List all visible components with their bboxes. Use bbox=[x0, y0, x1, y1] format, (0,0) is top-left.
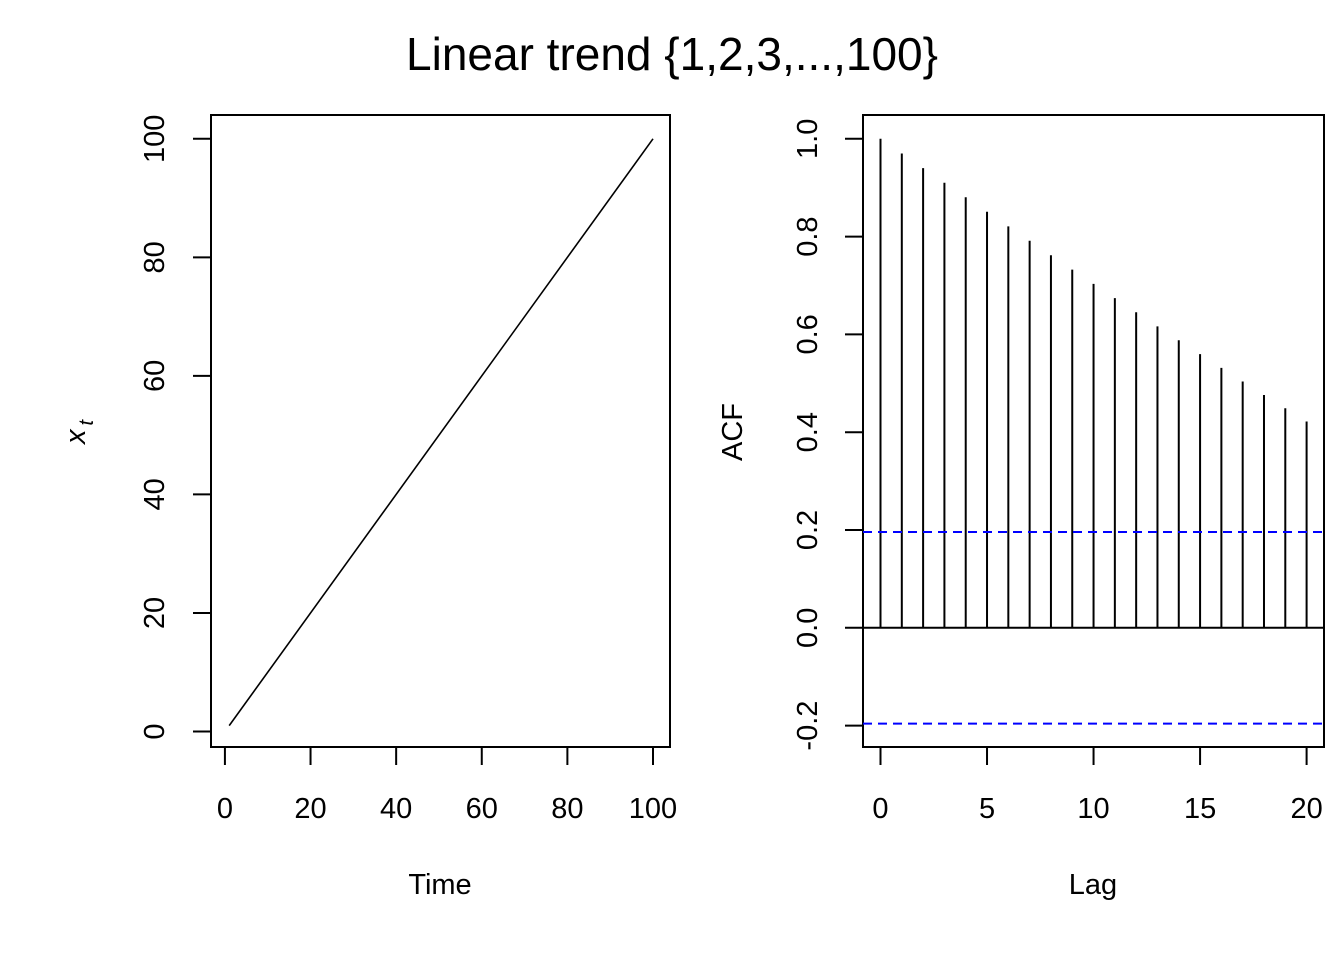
ts-y-tick-label: 40 bbox=[139, 478, 171, 510]
ts-y-axis: 0 20 40 60 80 100 bbox=[139, 115, 212, 740]
acf-y-tick-label: 0.4 bbox=[792, 412, 824, 452]
figure-title: Linear trend {1,2,3,...,100} bbox=[406, 28, 938, 80]
acf-y-axis-label: ACF bbox=[717, 403, 749, 461]
ts-series-line bbox=[228, 138, 654, 727]
time-series-plot: 0 20 40 60 80 100 0 20 40 60 80 100 Time xt bbox=[60, 114, 677, 901]
ts-x-tick-label: 100 bbox=[629, 793, 677, 825]
ts-y-tick-label: 20 bbox=[139, 597, 171, 629]
acf-x-axis: 0 5 10 15 20 bbox=[872, 746, 1323, 825]
acf-plot: 0 5 10 15 20 -0.2 0.0 0.2 0.4 0.6 0.8 1.0 Lag ACF bbox=[717, 114, 1325, 901]
acf-x-tick-label: 0 bbox=[872, 793, 888, 825]
ts-x-tick-label: 20 bbox=[294, 793, 326, 825]
ts-x-tick-label: 40 bbox=[380, 793, 412, 825]
ts-x-axis-label: Time bbox=[408, 869, 471, 901]
ts-x-tick-label: 0 bbox=[217, 793, 233, 825]
ts-y-tick-label: 60 bbox=[139, 360, 171, 392]
acf-x-tick-label: 5 bbox=[979, 793, 995, 825]
acf-x-axis-label: Lag bbox=[1069, 869, 1117, 901]
ts-x-tick-label: 80 bbox=[551, 793, 583, 825]
acf-bars bbox=[863, 138, 1324, 629]
ts-y-tick-label: 0 bbox=[139, 723, 171, 739]
acf-y-tick-label: 0.8 bbox=[792, 216, 824, 256]
ts-y-axis-label: xt bbox=[60, 419, 98, 447]
ts-y-axis-label-main: x bbox=[60, 428, 92, 446]
ts-x-axis: 0 20 40 60 80 100 bbox=[217, 746, 677, 825]
acf-y-tick-label: 0.2 bbox=[792, 510, 824, 550]
acf-y-tick-label: 1.0 bbox=[792, 119, 824, 159]
ts-x-tick-label: 60 bbox=[466, 793, 498, 825]
ts-series bbox=[228, 138, 654, 727]
ts-y-tick-label: 80 bbox=[139, 241, 171, 273]
ts-y-axis-label-subscript: t bbox=[76, 419, 98, 426]
acf-confidence-bounds bbox=[863, 530, 1324, 725]
acf-y-tick-label: -0.2 bbox=[792, 701, 824, 751]
acf-x-tick-label: 10 bbox=[1077, 793, 1109, 825]
acf-x-tick-label: 20 bbox=[1290, 793, 1322, 825]
acf-y-axis: -0.2 0.0 0.2 0.4 0.6 0.8 1.0 bbox=[792, 119, 864, 751]
acf-y-tick-label: 0.6 bbox=[792, 314, 824, 354]
ts-y-tick-label: 100 bbox=[139, 115, 171, 163]
acf-x-tick-label: 15 bbox=[1184, 793, 1216, 825]
acf-y-tick-label: 0.0 bbox=[792, 608, 824, 648]
